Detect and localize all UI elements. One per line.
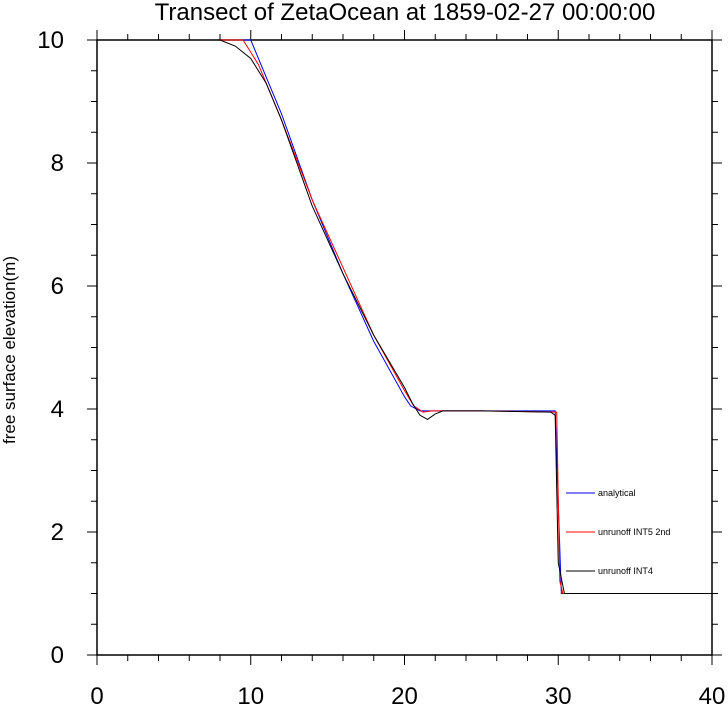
series-line (97, 39, 712, 594)
y-axis-label: free surface elevation(m) (0, 256, 19, 444)
x-tick-label: 10 (237, 683, 264, 710)
x-tick-label: 30 (545, 683, 572, 710)
y-tick-label: 2 (51, 519, 64, 546)
y-tick-label: 0 (51, 642, 64, 669)
legend: analytical unrunoff INT5 2nd unrunoff INT4 (566, 488, 670, 576)
y-tick-label: 10 (37, 27, 64, 54)
legend-label: analytical (598, 488, 636, 498)
series-lines (97, 39, 712, 594)
x-tick-label: 0 (90, 683, 103, 710)
y-tick-label: 8 (51, 150, 64, 177)
series-line (97, 39, 712, 594)
plot-frame (96, 39, 713, 656)
legend-label: unrunoff INT4 (598, 566, 653, 576)
x-tick-label: 20 (391, 683, 418, 710)
legend-label: unrunoff INT5 2nd (598, 527, 670, 537)
y-tick-label: 4 (51, 396, 64, 423)
y-tick-label: 6 (51, 273, 64, 300)
tick-labels: 0 10 20 30 40 0 2 4 6 8 10 (37, 27, 725, 710)
series-line (97, 39, 712, 594)
x-tick-label: 40 (699, 683, 726, 710)
chart-title: Transect of ZetaOcean at 1859-02-27 00:0… (155, 0, 656, 26)
axis-ticks (87, 30, 722, 665)
